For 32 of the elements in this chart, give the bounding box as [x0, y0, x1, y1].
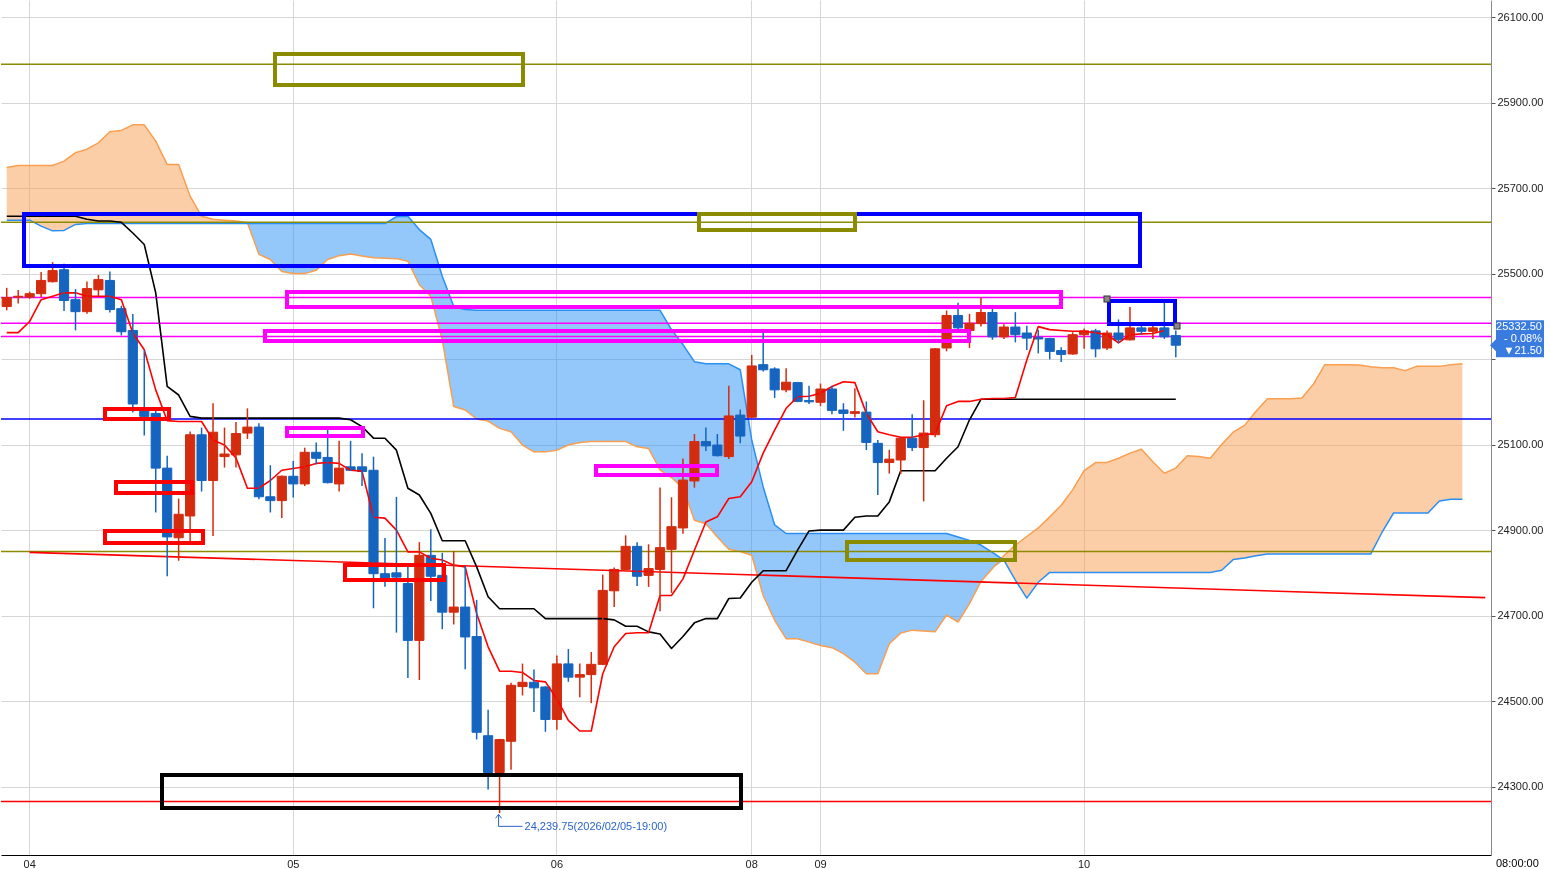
line-series: [5, 215, 1177, 650]
y-tick-label: 25100.00: [1497, 438, 1544, 451]
annotation: 24,239.75(2026/02/05-19:00): [524, 820, 668, 833]
candlestick: [288, 460, 299, 498]
candlestick: [861, 401, 872, 451]
x-tick-label: 04: [23, 857, 36, 869]
candlestick: [815, 383, 826, 407]
y-tick-label: 24300.00: [1497, 780, 1544, 793]
y-tick-label: 24500.00: [1497, 694, 1544, 707]
y-tick-label: 24700.00: [1497, 609, 1544, 622]
text: - 0.08%: [1504, 332, 1543, 345]
y-tick-label: 25700.00: [1497, 181, 1544, 194]
x-tick-label: 05: [287, 857, 300, 869]
y-tick-label: 24900.00: [1497, 523, 1544, 536]
x-tick-label: 10: [1077, 857, 1091, 869]
candlestick: [746, 354, 757, 418]
candlestick: [563, 649, 574, 682]
candlestick: [299, 447, 310, 486]
y-tick-label: 25900.00: [1497, 96, 1544, 109]
candlestick: [1113, 319, 1124, 344]
candlestick: [1090, 328, 1101, 358]
y-tick-label: 25500.00: [1497, 267, 1544, 280]
candlestick: [735, 409, 746, 444]
candlestick: [196, 427, 207, 492]
y-tick-label: 26100.00: [1497, 10, 1544, 23]
x-tick-label: 06: [550, 857, 564, 869]
candlestick: [448, 551, 459, 625]
text: ▼21.50: [1503, 344, 1542, 357]
text: 25332.50: [1496, 320, 1542, 333]
x-tick-label: 08: [745, 857, 758, 869]
text: 08:00:00: [1496, 857, 1539, 869]
x-tick-label: 09: [814, 857, 827, 869]
